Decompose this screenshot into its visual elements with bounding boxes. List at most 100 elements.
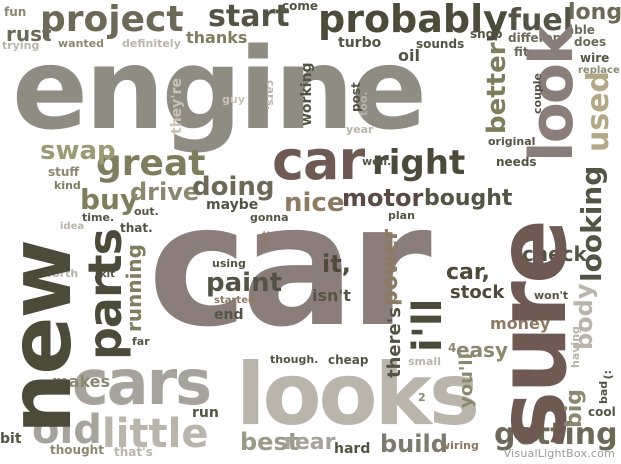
word-fun: fun	[4, 5, 27, 19]
word-looking: looking	[575, 165, 608, 282]
word-nice: nice	[284, 188, 345, 218]
word-different: different	[508, 31, 567, 45]
word-does: does	[574, 35, 607, 49]
word-wont: won't	[534, 289, 569, 302]
word-easy: easy	[456, 338, 509, 362]
word-using: using	[212, 257, 246, 270]
word-shop: shop	[470, 27, 503, 41]
word-time: time.	[82, 211, 115, 224]
word-start: start	[208, 0, 290, 34]
word-thanks: thanks	[186, 28, 248, 47]
word-drive: drive	[130, 178, 200, 206]
word-engine: engine	[12, 25, 427, 155]
word-theres: there's	[384, 307, 405, 378]
word-big: big	[562, 388, 587, 428]
watermark: VisualLightBox.com	[503, 447, 615, 460]
word-far: far	[132, 335, 150, 348]
word-couple: couple	[531, 72, 544, 114]
word-probably: probably	[318, 0, 508, 41]
word-idea: idea	[60, 221, 85, 232]
word-worth: worth	[42, 267, 79, 280]
word-buy: buy	[80, 183, 139, 216]
word-stuff: stuff	[48, 165, 80, 179]
word-thats: that's	[114, 445, 153, 459]
word-makes: makes	[52, 372, 111, 391]
word-car: car	[148, 168, 432, 364]
word-thought: thought	[50, 443, 104, 457]
word-stock: stock	[450, 282, 505, 303]
word-well: well.	[362, 155, 392, 168]
word-youll: you'll	[456, 353, 477, 408]
word-rear: rear	[284, 430, 336, 455]
word-oil: oil	[398, 46, 420, 65]
word-used: used	[581, 70, 616, 152]
word-gonna: gonna	[250, 211, 289, 224]
word-cars: cars	[72, 346, 212, 419]
word-run: run	[192, 405, 219, 421]
word-bad: bad	[597, 380, 610, 404]
word-right: right	[372, 143, 466, 183]
word-year: year	[346, 123, 374, 136]
word-theyre: they're	[169, 78, 185, 134]
word-turbo: turbo	[338, 35, 382, 51]
word-come: come	[282, 0, 318, 13]
word-paint: paint	[206, 268, 283, 298]
word-car-caps: car	[272, 129, 365, 192]
word-isnt: isn't	[312, 286, 351, 305]
word-wanted: wanted	[58, 37, 105, 50]
word-kit: kit	[100, 269, 115, 280]
word-four: 4	[448, 341, 457, 355]
word-swap: swap	[40, 136, 116, 166]
word-needs: needs	[496, 155, 537, 169]
word-having: having	[569, 326, 582, 368]
word-it: it,	[322, 250, 351, 278]
word-small: small	[408, 355, 441, 368]
word-started: started	[214, 295, 256, 306]
word-guy: guy	[222, 93, 245, 106]
word-great: great	[96, 143, 206, 184]
word-ill: i'll	[405, 298, 451, 352]
word-two: 2	[418, 391, 426, 404]
word-wiring: wiring	[440, 439, 479, 452]
word-smile: :)	[602, 370, 615, 380]
word-end: end	[214, 307, 244, 323]
word-rust: rust	[6, 22, 52, 46]
word-kind: kind	[54, 179, 81, 192]
word-old: old	[32, 407, 102, 453]
word-project: project	[40, 0, 184, 40]
word-looks: looks	[236, 345, 480, 445]
word-better: better	[482, 42, 512, 134]
word-cheap: cheap	[328, 353, 369, 367]
word-out: out.	[134, 205, 159, 218]
word-getting: getting	[494, 417, 618, 452]
word-money: money	[490, 314, 551, 333]
word-motor: motor	[342, 184, 424, 212]
word-car-comma: car,	[446, 260, 490, 285]
word-too: too.	[357, 91, 370, 116]
word-new: new	[0, 240, 91, 434]
word-running: running	[122, 244, 146, 332]
word-doing: doing	[192, 172, 275, 202]
word-original: original	[488, 135, 536, 148]
word-plan: plan	[388, 209, 415, 222]
word-though: though.	[270, 353, 319, 366]
word-bit: bit	[0, 431, 22, 447]
word-definitely: definitely	[122, 37, 181, 50]
word-sounds: sounds	[416, 37, 465, 51]
word-cool: cool	[588, 405, 616, 419]
word-working: working	[299, 62, 315, 126]
word-power: power	[378, 229, 403, 306]
word-let: let	[261, 231, 272, 246]
word-maybe: maybe	[206, 197, 259, 213]
word-best: best	[240, 428, 300, 456]
word-check: check	[522, 242, 587, 266]
word-trying: trying	[2, 39, 40, 52]
word-cars-dot: cars.	[264, 80, 277, 111]
word-long: long	[568, 0, 621, 25]
word-replace: replace	[578, 65, 620, 76]
word-fit: fit	[514, 45, 529, 59]
word-able: able	[566, 23, 595, 37]
word-hard: hard	[334, 441, 371, 457]
word-fuel: fuel	[508, 3, 574, 38]
